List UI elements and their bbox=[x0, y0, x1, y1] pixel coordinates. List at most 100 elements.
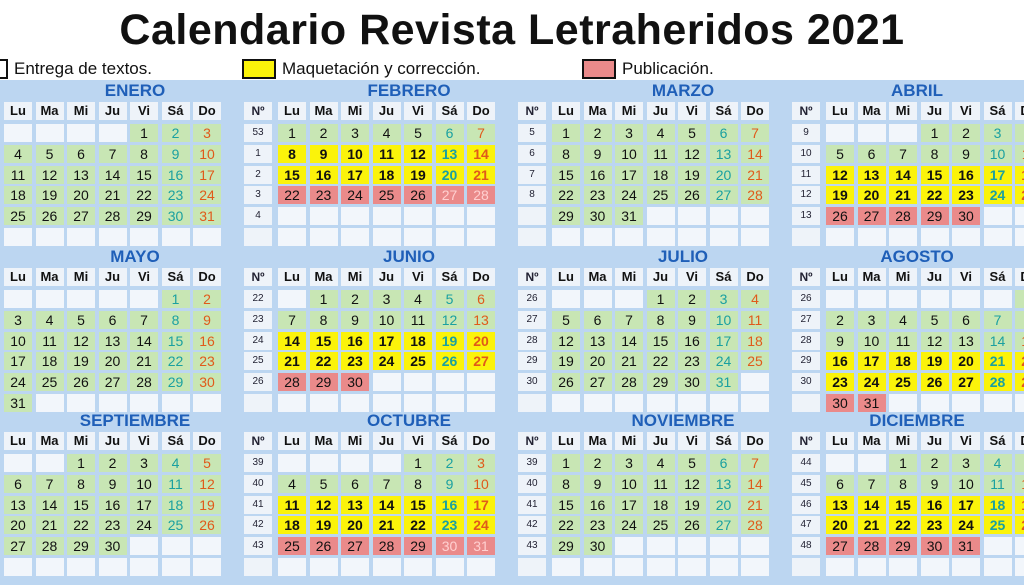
day-cell[interactable]: 9 bbox=[309, 144, 338, 163]
day-cell[interactable]: 20 bbox=[67, 186, 95, 205]
day-cell[interactable]: 20 bbox=[583, 352, 612, 371]
day-cell[interactable]: 28 bbox=[983, 373, 1012, 392]
day-cell[interactable]: 31 bbox=[952, 537, 980, 556]
day-cell[interactable]: 16 bbox=[161, 165, 190, 184]
day-cell[interactable]: 28 bbox=[98, 207, 127, 226]
day-cell[interactable]: 1 bbox=[309, 290, 338, 308]
day-cell[interactable]: 29 bbox=[646, 373, 675, 392]
day-cell[interactable]: 22 bbox=[1015, 352, 1024, 371]
day-cell[interactable]: 4 bbox=[646, 124, 675, 142]
day-cell[interactable]: 1 bbox=[161, 290, 190, 308]
day-cell[interactable]: 17 bbox=[709, 331, 738, 350]
day-cell[interactable]: 22 bbox=[67, 516, 95, 535]
day-cell[interactable]: 15 bbox=[404, 495, 432, 514]
day-cell[interactable]: 28 bbox=[130, 373, 158, 392]
day-cell[interactable]: 10 bbox=[372, 310, 401, 329]
day-cell[interactable]: 11 bbox=[889, 331, 917, 350]
day-cell[interactable]: 8 bbox=[889, 474, 917, 493]
day-cell[interactable]: 23 bbox=[920, 516, 949, 535]
day-cell[interactable]: 4 bbox=[35, 310, 64, 329]
day-cell[interactable]: 27 bbox=[952, 373, 980, 392]
day-cell[interactable]: 31 bbox=[615, 207, 643, 226]
day-cell[interactable]: 25 bbox=[646, 516, 675, 535]
day-cell[interactable]: 13 bbox=[583, 331, 612, 350]
day-cell[interactable]: 9 bbox=[193, 310, 221, 329]
day-cell[interactable]: 14 bbox=[857, 495, 886, 514]
day-cell[interactable]: 26 bbox=[35, 207, 64, 226]
day-cell[interactable]: 21 bbox=[741, 495, 769, 514]
day-cell[interactable]: 30 bbox=[583, 207, 612, 226]
day-cell[interactable]: 20 bbox=[857, 186, 886, 205]
day-cell[interactable]: 12 bbox=[404, 144, 432, 163]
day-cell[interactable]: 25 bbox=[1015, 186, 1024, 205]
day-cell[interactable]: 7 bbox=[741, 454, 769, 472]
day-cell[interactable]: 6 bbox=[67, 144, 95, 163]
day-cell[interactable]: 9 bbox=[952, 144, 980, 163]
day-cell[interactable]: 27 bbox=[341, 537, 369, 556]
day-cell[interactable]: 2 bbox=[341, 290, 369, 308]
day-cell[interactable]: 10 bbox=[4, 331, 32, 350]
day-cell[interactable]: 15 bbox=[278, 165, 306, 184]
day-cell[interactable]: 2 bbox=[583, 124, 612, 142]
day-cell[interactable]: 15 bbox=[552, 165, 580, 184]
day-cell[interactable]: 22 bbox=[646, 352, 675, 371]
day-cell[interactable]: 2 bbox=[435, 454, 464, 472]
day-cell[interactable]: 5 bbox=[404, 124, 432, 142]
day-cell[interactable]: 31 bbox=[709, 373, 738, 392]
day-cell[interactable]: 5 bbox=[435, 290, 464, 308]
day-cell[interactable]: 1 bbox=[889, 454, 917, 472]
day-cell[interactable]: 24 bbox=[372, 352, 401, 371]
day-cell[interactable]: 11 bbox=[646, 474, 675, 493]
day-cell[interactable]: 14 bbox=[741, 144, 769, 163]
day-cell[interactable]: 12 bbox=[435, 310, 464, 329]
day-cell[interactable]: 9 bbox=[583, 474, 612, 493]
day-cell[interactable]: 31 bbox=[857, 394, 886, 412]
day-cell[interactable]: 25 bbox=[4, 207, 32, 226]
day-cell[interactable]: 3 bbox=[372, 290, 401, 308]
day-cell[interactable]: 3 bbox=[467, 454, 495, 472]
day-cell[interactable]: 27 bbox=[98, 373, 127, 392]
day-cell[interactable]: 27 bbox=[467, 352, 495, 371]
day-cell[interactable]: 21 bbox=[98, 186, 127, 205]
day-cell[interactable]: 20 bbox=[952, 352, 980, 371]
day-cell[interactable]: 6 bbox=[4, 474, 32, 493]
day-cell[interactable]: 17 bbox=[372, 331, 401, 350]
day-cell[interactable]: 24 bbox=[952, 516, 980, 535]
day-cell[interactable]: 25 bbox=[741, 352, 769, 371]
day-cell[interactable]: 30 bbox=[583, 537, 612, 556]
day-cell[interactable]: 8 bbox=[130, 144, 158, 163]
day-cell[interactable]: 19 bbox=[404, 165, 432, 184]
day-cell[interactable]: 8 bbox=[404, 474, 432, 493]
day-cell[interactable]: 14 bbox=[615, 331, 643, 350]
day-cell[interactable]: 26 bbox=[67, 373, 95, 392]
day-cell[interactable]: 13 bbox=[857, 165, 886, 184]
day-cell[interactable]: 25 bbox=[889, 373, 917, 392]
day-cell[interactable]: 26 bbox=[193, 516, 221, 535]
day-cell[interactable]: 20 bbox=[826, 516, 854, 535]
day-cell[interactable]: 8 bbox=[646, 310, 675, 329]
day-cell[interactable]: 6 bbox=[952, 310, 980, 329]
day-cell[interactable]: 9 bbox=[161, 144, 190, 163]
day-cell[interactable]: 13 bbox=[341, 495, 369, 514]
day-cell[interactable]: 13 bbox=[952, 331, 980, 350]
day-cell[interactable]: 19 bbox=[678, 495, 706, 514]
day-cell[interactable]: 25 bbox=[35, 373, 64, 392]
day-cell[interactable]: 26 bbox=[678, 186, 706, 205]
day-cell[interactable]: 11 bbox=[646, 144, 675, 163]
day-cell[interactable]: 17 bbox=[193, 165, 221, 184]
day-cell[interactable]: 21 bbox=[741, 165, 769, 184]
day-cell[interactable]: 3 bbox=[130, 454, 158, 472]
day-cell[interactable]: 13 bbox=[98, 331, 127, 350]
day-cell[interactable]: 27 bbox=[4, 537, 32, 556]
day-cell[interactable]: 19 bbox=[193, 495, 221, 514]
day-cell[interactable]: 8 bbox=[67, 474, 95, 493]
day-cell[interactable]: 30 bbox=[435, 537, 464, 556]
day-cell[interactable]: 9 bbox=[920, 474, 949, 493]
day-cell[interactable]: 28 bbox=[615, 373, 643, 392]
day-cell[interactable]: 10 bbox=[952, 474, 980, 493]
day-cell[interactable]: 6 bbox=[435, 124, 464, 142]
day-cell[interactable]: 15 bbox=[646, 331, 675, 350]
day-cell[interactable]: 27 bbox=[826, 537, 854, 556]
day-cell[interactable]: 11 bbox=[161, 474, 190, 493]
day-cell[interactable]: 17 bbox=[615, 495, 643, 514]
